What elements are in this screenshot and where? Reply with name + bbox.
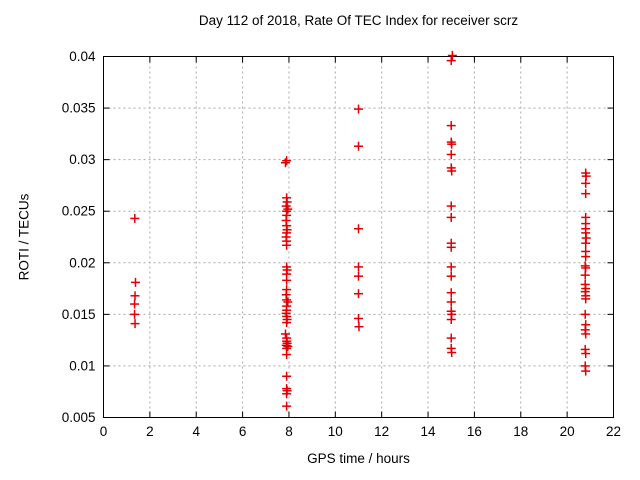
- data-point: [581, 349, 591, 359]
- data-point: [283, 341, 293, 351]
- chart-title: Day 112 of 2018, Rate Of TEC Index for r…: [198, 13, 519, 28]
- plot-border: [103, 56, 614, 418]
- data-point: [446, 315, 456, 325]
- data-point: [581, 178, 591, 188]
- data-point: [446, 212, 456, 222]
- y-tick-label: 0.03: [69, 152, 95, 167]
- y-tick-label: 0.005: [62, 410, 96, 425]
- data-point: [354, 104, 363, 114]
- data-point: [280, 158, 290, 168]
- x-tick-label: 20: [560, 424, 575, 439]
- y-axis-label: ROTI / TECUs: [16, 193, 32, 281]
- x-tick-label: 18: [513, 424, 528, 439]
- y-tick-label: 0.035: [62, 101, 96, 116]
- data-point: [282, 389, 292, 399]
- x-tick-label: 2: [146, 424, 154, 439]
- y-tick-label: 0.025: [62, 204, 96, 219]
- data-point: [354, 322, 364, 332]
- data-point: [130, 299, 140, 309]
- x-tick-label: 22: [606, 424, 621, 439]
- data-point: [446, 288, 456, 298]
- data-point: [447, 50, 457, 60]
- data-point: [580, 270, 590, 280]
- data-point: [354, 141, 363, 151]
- data-point: [283, 297, 293, 307]
- y-tick-label: 0.02: [69, 255, 95, 270]
- data-point: [130, 213, 140, 223]
- data-point: [354, 271, 363, 281]
- data-point: [282, 318, 292, 328]
- data-point: [280, 329, 290, 339]
- x-tick-label: 14: [421, 424, 437, 439]
- data-point: [581, 189, 591, 199]
- data-point: [446, 149, 456, 159]
- x-tick-label: 6: [239, 424, 247, 439]
- data-point: [446, 297, 456, 307]
- data-point: [581, 252, 591, 262]
- data-point: [130, 319, 140, 329]
- x-tick-label: 12: [374, 424, 389, 439]
- data-point: [446, 271, 456, 281]
- x-tick-label: 4: [192, 424, 200, 439]
- data-point: [447, 348, 457, 358]
- data-point: [130, 277, 140, 287]
- data-point: [581, 238, 591, 248]
- data-point: [282, 371, 292, 381]
- data-point: [446, 56, 456, 66]
- data-point: [581, 294, 591, 304]
- x-axis-label: GPS time / hours: [307, 451, 410, 466]
- data-point: [282, 240, 292, 250]
- x-tick-label: 16: [467, 424, 482, 439]
- data-point: [282, 275, 292, 285]
- data-point: [354, 289, 363, 299]
- data-point: [282, 156, 292, 166]
- x-tick-label: 0: [100, 424, 108, 439]
- data-point: [354, 313, 363, 323]
- data-point: [282, 350, 292, 360]
- y-tick-label: 0.04: [69, 49, 96, 64]
- data-point: [580, 309, 590, 319]
- y-tick-label: 0.01: [69, 358, 95, 373]
- x-tick-label: 8: [285, 424, 293, 439]
- data-point: [447, 139, 457, 149]
- data-point: [130, 309, 140, 319]
- data-point: [447, 166, 457, 176]
- data-point: [354, 224, 363, 234]
- data-point: [446, 262, 456, 272]
- y-tick-label: 0.015: [62, 307, 96, 322]
- data-point: [283, 204, 293, 214]
- data-point: [446, 201, 456, 211]
- data-point: [282, 401, 292, 411]
- data-point: [446, 333, 456, 343]
- data-point: [446, 121, 456, 131]
- data-point: [446, 242, 456, 252]
- x-tick-label: 10: [328, 424, 343, 439]
- data-point: [581, 329, 591, 339]
- data-point: [354, 262, 363, 272]
- data-point: [130, 291, 140, 301]
- data-point: [581, 366, 591, 376]
